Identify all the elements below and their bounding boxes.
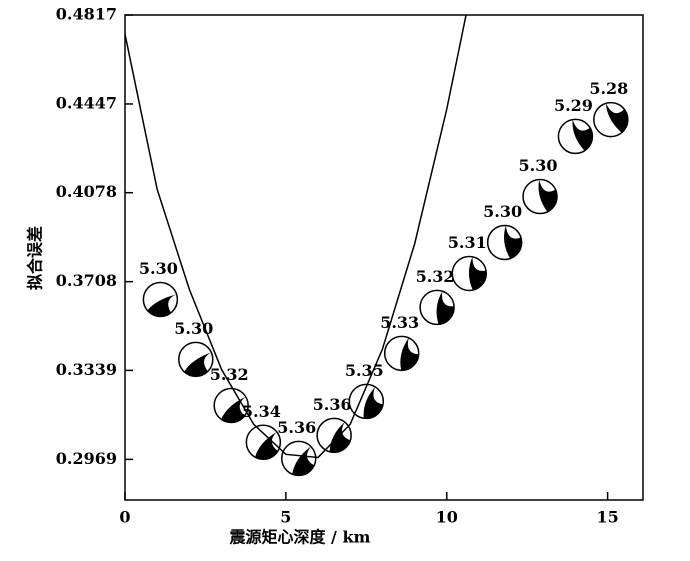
beachball [142,281,179,318]
y-tick-label: 0.4817 [56,5,117,24]
x-tick-label: 5 [280,508,291,527]
beachball [419,289,455,326]
beachball [348,383,385,420]
x-axis-label: 震源矩心深度 / km [228,528,370,547]
beachball [522,178,558,215]
magnitude-label: 5.36 [313,395,352,414]
ball-quadrant [572,119,593,151]
beachball [213,387,249,424]
x-tick-label: 0 [119,508,130,527]
x-tick-label: 15 [596,508,618,527]
beachball [486,224,523,261]
ball-quadrant [292,446,315,476]
beachball [178,341,214,378]
ball-quadrant [363,386,384,419]
y-tick-label: 0.2969 [56,449,117,468]
ball-quadrant [255,431,278,460]
y-tick-label: 0.4447 [56,93,117,112]
fit-curve [125,15,467,459]
magnitude-label: 5.30 [483,202,522,221]
ball-quadrant [400,337,419,371]
y-tick-label: 0.3339 [56,360,117,379]
ball-quadrant [436,291,455,325]
beachball [383,335,420,372]
magnitude-label: 5.32 [416,267,455,286]
beachball [451,255,488,292]
x-tick-label: 10 [436,508,458,527]
ball-quadrant [184,352,212,377]
ball-quadrant [221,396,246,423]
ball-quadrant [605,103,628,133]
ball-quadrant [147,294,177,317]
y-tick-label: 0.4078 [56,182,117,201]
ball-quadrant [538,179,558,212]
beachball [557,118,594,155]
magnitude-label: 5.34 [242,402,281,421]
magnitude-label: 5.28 [589,79,628,98]
ball-quadrant [504,225,522,259]
y-tick-label: 0.3708 [56,271,117,290]
beachball [316,417,352,454]
beachball [280,440,317,477]
ball-quadrant [329,422,351,453]
magnitude-label: 5.33 [380,313,419,332]
magnitude-label: 5.30 [139,259,178,278]
magnitude-label: 5.36 [277,418,316,437]
magnitude-label: 5.32 [210,365,249,384]
ball-quadrant [468,256,487,291]
magnitude-label: 5.30 [519,156,558,175]
y-axis-label: 拟合误差 [26,226,45,290]
magnitude-label: 5.35 [345,361,384,380]
magnitude-label: 5.29 [554,96,593,115]
beachball [593,101,629,138]
magnitude-label: 5.31 [448,233,487,252]
plot-frame [124,14,644,501]
beachball [245,424,282,461]
